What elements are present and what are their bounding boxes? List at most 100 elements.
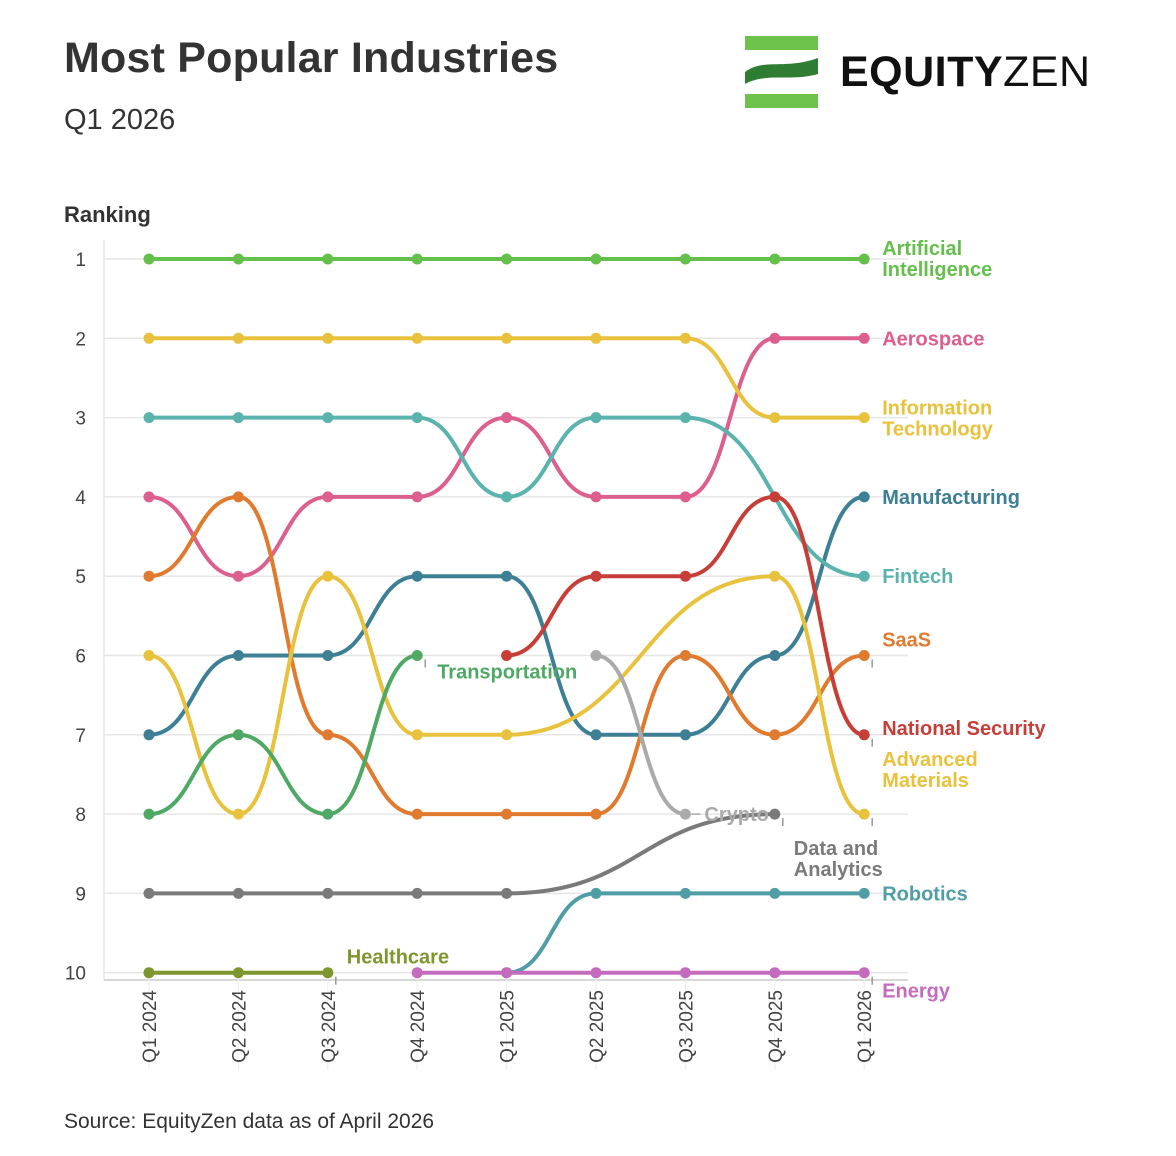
data-point-manufacturing [322, 650, 334, 661]
data-point-energy [679, 967, 691, 979]
data-point-manufacturing [411, 570, 423, 582]
source-note: Source: EquityZen data as of April 2026 [64, 1110, 435, 1133]
data-point-information-technology [590, 332, 602, 344]
data-point-advanced-materials [858, 808, 870, 820]
data-point-artificial-intelligence [501, 253, 513, 265]
x-tick-label: Q1 2024 [140, 990, 161, 1063]
data-point-manufacturing [501, 570, 513, 582]
data-point-advanced-materials [232, 808, 244, 820]
data-point-manufacturing [590, 729, 602, 741]
data-point-information-technology [232, 332, 244, 344]
data-point-robotics [590, 887, 602, 899]
data-point-robotics [858, 887, 870, 899]
data-point-healthcare [322, 967, 334, 979]
x-tick-label: Q2 2024 [229, 990, 250, 1063]
data-point-data-and-analytics [411, 887, 423, 899]
data-point-national-security [590, 570, 602, 582]
data-point-saas [769, 729, 781, 741]
data-point-energy [501, 967, 513, 979]
data-point-advanced-materials [143, 650, 155, 661]
data-point-national-security [858, 729, 870, 741]
data-point-aerospace [411, 491, 423, 503]
data-point-artificial-intelligence [679, 253, 691, 265]
data-point-transportation [143, 808, 155, 820]
x-tick-label: Q1 2025 [498, 990, 519, 1063]
data-point-artificial-intelligence [143, 253, 155, 265]
data-point-saas [590, 808, 602, 820]
data-point-saas [411, 808, 423, 820]
series-line-advanced-materials [147, 574, 867, 817]
data-point-manufacturing [858, 491, 870, 503]
y-tick-label: 9 [75, 884, 86, 905]
data-point-fintech [679, 412, 691, 424]
x-tick-label: Q4 2025 [766, 990, 787, 1063]
series-label-information-technology: Information Technology [882, 398, 994, 441]
data-point-fintech [411, 412, 423, 424]
y-tick-label: 6 [75, 647, 86, 668]
data-point-artificial-intelligence [411, 253, 423, 265]
logo-wordmark: EQUITYZEN [840, 48, 1091, 96]
data-point-advanced-materials [411, 729, 423, 741]
data-point-fintech [143, 412, 155, 424]
series-label-transportation: Transportation [437, 662, 577, 684]
data-point-data-and-analytics [143, 887, 155, 899]
data-point-aerospace [769, 332, 781, 344]
data-point-saas [501, 808, 513, 820]
chart-title: Most Popular Industries [64, 34, 559, 82]
data-point-artificial-intelligence [769, 253, 781, 265]
data-point-information-technology [501, 332, 513, 344]
data-point-transportation [322, 808, 334, 820]
series-line-data-and-analytics [147, 812, 777, 896]
series-line-saas [147, 494, 867, 817]
data-point-robotics [769, 887, 781, 899]
data-point-manufacturing [232, 650, 244, 661]
chart-subtitle: Q1 2026 [64, 104, 176, 136]
data-point-information-technology [411, 332, 423, 344]
data-point-saas [679, 650, 691, 661]
data-point-saas [322, 729, 334, 741]
series-line-information-technology [147, 336, 867, 420]
data-point-information-technology [322, 332, 334, 344]
data-point-advanced-materials [322, 570, 334, 582]
data-point-artificial-intelligence [590, 253, 602, 265]
data-point-energy [858, 967, 870, 979]
data-point-artificial-intelligence [858, 253, 870, 265]
data-point-saas [143, 570, 155, 582]
logo-mark-icon [745, 36, 818, 108]
y-tick-label: 2 [75, 329, 86, 350]
data-point-data-and-analytics [769, 808, 781, 820]
data-point-information-technology [143, 332, 155, 344]
data-point-fintech [501, 491, 513, 503]
x-tick-label: Q4 2024 [408, 990, 429, 1063]
data-point-information-technology [769, 412, 781, 424]
series-label-national-security: National Security [882, 718, 1046, 740]
data-point-fintech [232, 412, 244, 424]
data-point-data-and-analytics [501, 887, 513, 899]
data-point-information-technology [858, 412, 870, 424]
data-point-fintech [858, 570, 870, 582]
series-label-crypto: Crypto [704, 804, 768, 826]
data-point-aerospace [679, 491, 691, 503]
data-point-transportation [232, 729, 244, 741]
series-label-data-and-analytics: Data and Analytics [794, 838, 883, 881]
series-label-saas: SaaS [882, 630, 931, 652]
data-point-manufacturing [679, 729, 691, 741]
x-tick-label: Q3 2024 [319, 990, 340, 1063]
series-label-artificial-intelligence: Artificial Intelligence [882, 238, 992, 281]
data-point-fintech [590, 412, 602, 424]
series-line-aerospace [147, 336, 867, 579]
data-point-healthcare [143, 967, 155, 979]
data-point-aerospace [143, 491, 155, 503]
series-label-robotics: Robotics [882, 883, 968, 905]
series-line-robotics [504, 891, 867, 975]
y-tick-label: 4 [75, 488, 86, 509]
y-tick-label: 10 [65, 964, 86, 985]
series-line-crypto [594, 653, 688, 817]
data-point-saas [858, 650, 870, 661]
data-point-national-security [501, 650, 513, 661]
equityzen-logo: EQUITYZEN [745, 36, 1105, 110]
series-line-manufacturing [147, 494, 867, 737]
data-point-manufacturing [769, 650, 781, 661]
data-point-crypto [679, 808, 691, 820]
